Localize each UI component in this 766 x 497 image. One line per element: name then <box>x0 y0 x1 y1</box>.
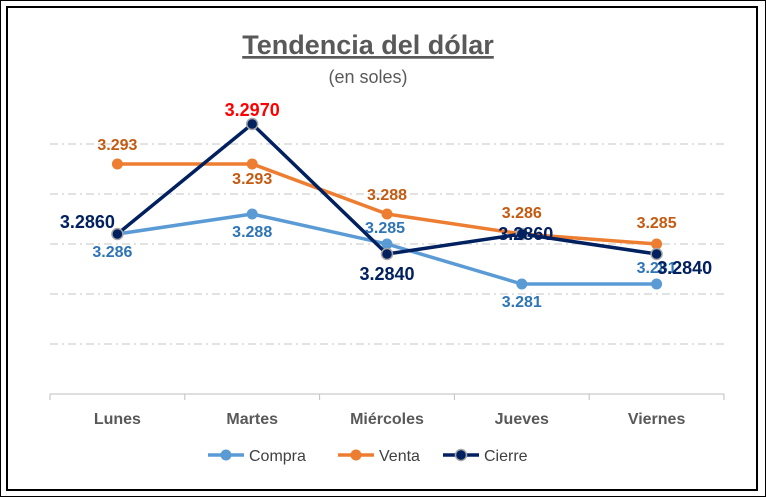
legend-marker <box>220 449 232 461</box>
data-point <box>381 208 393 220</box>
data-point <box>111 227 124 241</box>
data-point <box>651 238 663 250</box>
data-point <box>246 208 258 220</box>
data-point <box>245 117 259 131</box>
data-label: 3.2860 <box>498 224 553 244</box>
legend: Compra Venta Cierre <box>208 448 528 465</box>
data-label: 3.288 <box>232 224 272 241</box>
data-label: 3.281 <box>502 294 542 311</box>
data-point <box>381 238 393 250</box>
data-label: 3.286 <box>502 205 542 222</box>
data-point <box>246 158 258 170</box>
data-point <box>515 227 529 241</box>
data-point <box>111 158 123 170</box>
data-point <box>380 247 394 261</box>
data-label: 3.281 <box>637 260 677 277</box>
data-label: 3.293 <box>97 137 137 154</box>
data-label: 3.285 <box>637 215 677 232</box>
x-tick-label: Viernes <box>628 411 686 428</box>
x-tick-label: Lunes <box>94 411 141 428</box>
line-chart: Tendencia del dólar (en soles) Lunes Mart… <box>49 30 725 465</box>
data-label: 3.286 <box>92 244 132 261</box>
x-tick-label: Jueves <box>495 411 549 428</box>
chart-area: Tendencia del dólar (en soles) Lunes Mart… <box>6 6 758 491</box>
data-labels: 3.286 3.288 3.285 3.281 3.281 3.293 3.293 3.288… <box>60 100 712 311</box>
data-point <box>516 278 528 290</box>
data-label: 3.2860 <box>60 212 115 232</box>
x-axis-ticks <box>49 394 725 400</box>
series-layer <box>111 117 663 290</box>
x-tick-label: Martes <box>226 411 278 428</box>
data-label: 3.293 <box>232 171 272 188</box>
x-tick-label: Miércoles <box>350 411 424 428</box>
legend-marker <box>454 448 468 462</box>
legend-label: Venta <box>379 448 420 465</box>
data-point <box>650 247 663 261</box>
legend-label: Cierre <box>484 448 528 465</box>
data-label: 3.285 <box>365 220 405 237</box>
x-axis-labels: Lunes Martes Miércoles Jueves Viernes <box>94 411 686 428</box>
data-label: 3.2970 <box>225 100 280 120</box>
legend-marker <box>350 449 362 461</box>
data-label: 3.288 <box>367 187 407 204</box>
chart-title: Tendencia del dólar <box>242 30 494 60</box>
data-label: 3.2840 <box>359 264 414 284</box>
legend-label: Compra <box>249 448 306 465</box>
data-label: 3.2840 <box>657 258 712 278</box>
data-point <box>651 278 663 290</box>
chart-subtitle: (en soles) <box>328 67 407 87</box>
